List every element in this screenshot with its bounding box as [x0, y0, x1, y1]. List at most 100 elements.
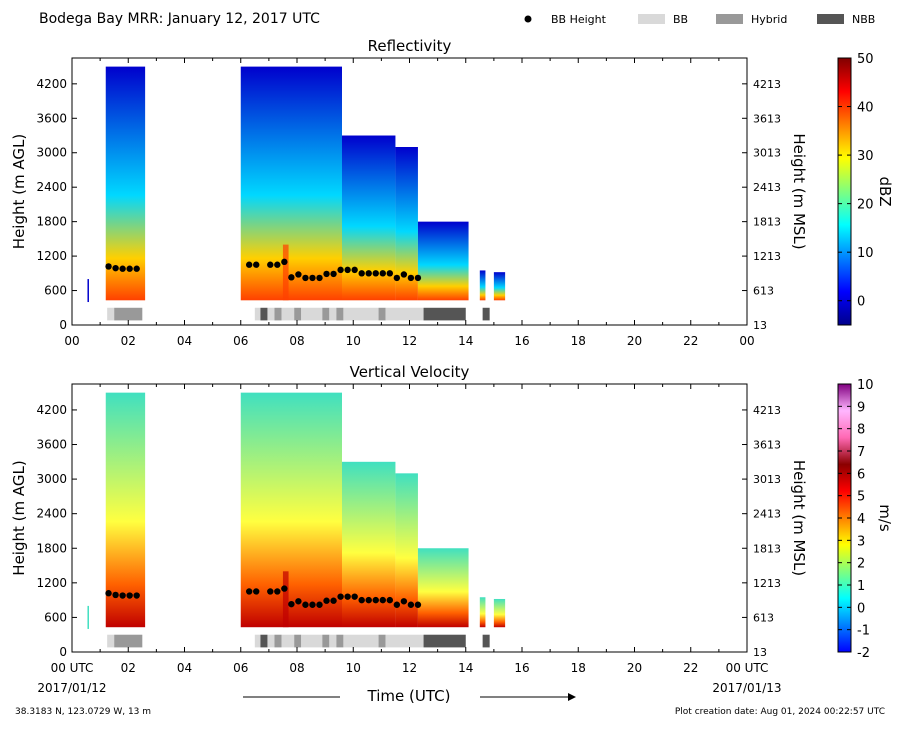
colorbar-tick-label: 8: [857, 423, 865, 438]
y-tick-label-right: 3013: [753, 147, 781, 160]
bb-height-point: [393, 274, 401, 282]
echo-region: [240, 66, 342, 301]
panel-title: Reflectivity: [368, 37, 452, 55]
bb-strip-bb: [385, 634, 424, 648]
colorbar-tick-label: 7: [857, 445, 865, 460]
bb-strip-bb: [343, 307, 379, 321]
y-tick-label: 1200: [36, 576, 67, 590]
x-tick-label: 06: [233, 334, 248, 348]
echo-region: [395, 473, 418, 628]
bb-height-point: [295, 271, 302, 278]
colorbar-tick-label: 0: [857, 295, 865, 310]
y-tick-label-right: 13: [753, 646, 767, 659]
bb-strip-nbb: [482, 307, 490, 321]
y-tick-label-right: 2413: [753, 181, 781, 194]
bb-strip-bb: [343, 634, 379, 648]
y-tick-label-right: 1213: [753, 577, 781, 590]
x-tick-label: 14: [458, 661, 473, 675]
bb-height-point: [274, 588, 281, 595]
y-tick-label: 600: [44, 284, 67, 298]
bb-height-point: [245, 588, 253, 595]
bb-height-point: [337, 266, 344, 274]
start-date-label: 2017/01/12: [37, 681, 106, 695]
bb-strip-bb: [267, 307, 275, 321]
bb-height-point: [309, 601, 316, 608]
bb-strip-hybrid: [322, 307, 330, 321]
colorbar-tick-label: 5: [857, 490, 865, 505]
legend-label: NBB: [852, 13, 875, 26]
y-axis-label: Height (m AGL): [10, 134, 28, 249]
colorbar-tick-label: 9: [857, 400, 865, 415]
x-tick-label: 22: [683, 661, 698, 675]
x-tick-label: 04: [177, 334, 192, 348]
bb-height-point: [281, 258, 288, 266]
x-tick-label: 20: [627, 334, 642, 348]
colorbar-tick-label: 3: [857, 534, 865, 549]
colorbar-tick-label: 0: [857, 601, 865, 616]
bb-strip-bb: [281, 307, 295, 321]
y-tick-label: 4200: [36, 77, 67, 91]
colorbar: [837, 57, 852, 326]
y-tick-label: 3600: [36, 438, 67, 452]
creation-date-note: Plot creation date: Aug 01, 2024 00:22:5…: [675, 707, 885, 717]
bb-height-point: [133, 265, 140, 272]
echo-core: [282, 571, 289, 628]
bb-strip-bb: [107, 307, 115, 321]
bb-strip-nbb: [482, 634, 490, 648]
x-tick-label: 00: [739, 334, 754, 348]
y-tick-label: 3000: [36, 146, 67, 160]
bb-height-point: [400, 598, 408, 605]
colorbar-label: dBZ: [876, 176, 894, 206]
bb-height-point: [351, 266, 358, 274]
echo-region: [395, 147, 418, 301]
bb-height-point: [330, 597, 337, 604]
colorbar-tick-label: -1: [857, 624, 870, 639]
x-tick-label: 00 UTC: [726, 661, 769, 675]
colorbar-tick-label: 6: [857, 467, 865, 482]
y-tick-label-right: 613: [753, 611, 774, 624]
x-axis-label: Time (UTC): [367, 687, 451, 705]
bb-height-point: [119, 265, 126, 272]
bb-height-point: [414, 601, 422, 608]
x-tick-label: 06: [233, 661, 248, 675]
x-tick-label: 00: [64, 334, 79, 348]
colorbar-tick-label: 10: [857, 378, 874, 393]
bb-strip-bb: [329, 307, 337, 321]
bb-strip-bb: [301, 634, 323, 648]
bb-height-point: [372, 270, 379, 277]
y-tick-label-right: 1813: [753, 216, 781, 229]
colorbar-tick-label: 40: [857, 101, 874, 116]
bb-height-point: [351, 593, 358, 600]
y-tick-label-right: 1213: [753, 250, 781, 263]
echo-region: [417, 221, 469, 301]
bb-height-point: [400, 271, 408, 278]
bb-strip-bb: [301, 307, 323, 321]
bb-height-point: [274, 261, 281, 268]
bb-height-point: [316, 601, 323, 608]
bb-height-point: [288, 600, 295, 608]
bb-height-point: [337, 593, 344, 600]
bb-height-point: [126, 265, 133, 272]
x-tick-label: 18: [571, 661, 586, 675]
echo-region: [479, 270, 486, 301]
bb-height-point: [112, 591, 119, 599]
x-tick-label: 22: [683, 334, 698, 348]
x-tick-label: 02: [121, 661, 136, 675]
bb-strip-hybrid: [274, 634, 282, 648]
bb-strip-hybrid: [114, 634, 143, 648]
legend-label: Hybrid: [751, 13, 787, 26]
bb-height-point: [379, 270, 386, 277]
bb-height-point: [386, 270, 394, 277]
y-tick-label-right: 3613: [753, 439, 781, 452]
y-tick-label: 3000: [36, 472, 67, 486]
y-tick-label: 1800: [36, 215, 67, 229]
bb-height-point: [119, 592, 126, 599]
bb-strip-bb: [329, 634, 337, 648]
x-tick-label: 14: [458, 334, 473, 348]
bb-height-point: [267, 588, 274, 595]
bb-strip-hybrid: [274, 307, 282, 321]
colorbar-tick-label: 50: [857, 52, 874, 67]
echo-region: [87, 605, 89, 629]
